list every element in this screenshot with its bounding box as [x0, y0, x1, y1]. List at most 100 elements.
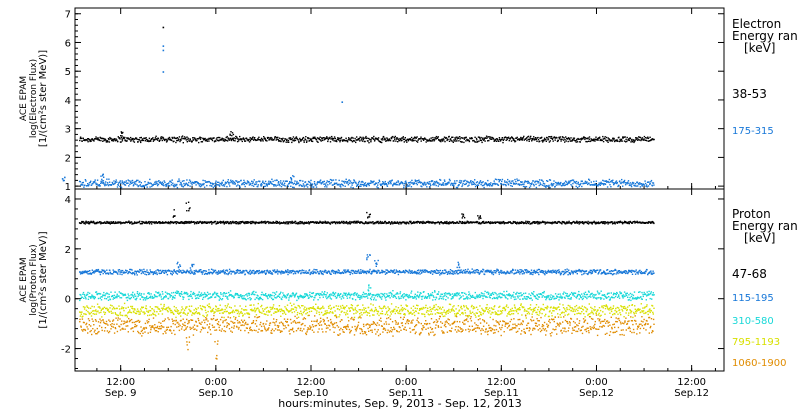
data-point	[604, 221, 606, 223]
data-point	[368, 184, 370, 187]
data-point	[639, 182, 641, 184]
data-point	[537, 182, 539, 184]
data-point	[134, 221, 136, 223]
data-point	[497, 184, 500, 186]
data-point	[95, 221, 97, 224]
data-point	[423, 183, 425, 185]
data-point	[359, 271, 361, 273]
data-point	[634, 183, 637, 185]
data-point	[276, 270, 278, 273]
data-point	[140, 141, 142, 144]
data-point	[422, 139, 425, 141]
data-point	[265, 273, 267, 275]
data-point	[610, 270, 613, 272]
data-point	[601, 272, 603, 275]
data-point	[437, 272, 439, 274]
data-point	[386, 137, 388, 139]
data-point	[533, 183, 535, 186]
data-point	[580, 138, 582, 140]
data-point	[396, 270, 398, 272]
data-point	[250, 271, 253, 273]
data-point	[610, 186, 612, 188]
data-point	[303, 141, 305, 143]
data-point	[343, 139, 346, 142]
data-point	[320, 183, 323, 185]
outlier-point	[162, 26, 165, 29]
data-point	[420, 136, 422, 138]
data-point	[637, 139, 639, 141]
data-point	[526, 139, 528, 142]
data-point	[247, 272, 250, 274]
data-point	[472, 183, 474, 185]
data-point	[342, 140, 344, 142]
data-point	[304, 221, 306, 224]
data-point	[90, 140, 92, 142]
data-point	[237, 138, 239, 140]
data-point	[281, 138, 283, 140]
data-point	[265, 139, 267, 141]
data-point	[95, 269, 97, 271]
data-point	[471, 180, 474, 183]
data-point	[619, 272, 621, 274]
data-point	[446, 271, 448, 273]
data-point	[217, 222, 219, 224]
data-point	[343, 222, 345, 225]
data-point	[564, 141, 566, 143]
data-point	[149, 269, 151, 271]
data-point	[516, 137, 518, 139]
data-point	[486, 184, 488, 187]
data-point	[286, 180, 288, 182]
data-point	[305, 221, 308, 223]
data-point	[124, 181, 126, 183]
data-point	[196, 297, 198, 299]
data-point	[362, 222, 364, 225]
data-point	[408, 182, 410, 184]
data-point	[604, 273, 606, 275]
data-point	[201, 222, 203, 225]
data-point	[267, 182, 270, 184]
data-point	[146, 186, 148, 188]
data-point	[204, 296, 206, 298]
data-point	[147, 271, 149, 273]
data-point	[594, 184, 596, 186]
data-point	[244, 140, 247, 142]
data-point	[432, 136, 434, 139]
data-point	[447, 222, 450, 224]
data-point	[319, 220, 321, 223]
data-point	[275, 185, 277, 187]
data-point	[485, 221, 487, 223]
data-point	[497, 221, 499, 224]
data-point	[187, 184, 190, 186]
data-point	[197, 294, 199, 297]
data-point	[339, 139, 342, 141]
data-point	[302, 183, 305, 185]
data-point	[174, 137, 176, 139]
data-point	[263, 222, 265, 224]
data-point	[220, 182, 222, 185]
data-point	[301, 222, 303, 224]
data-point	[424, 269, 426, 271]
data-point	[144, 297, 146, 299]
data-point	[369, 139, 371, 141]
data-point	[399, 182, 402, 185]
data-point	[282, 272, 284, 274]
data-point	[310, 271, 313, 274]
spike-point	[174, 215, 176, 217]
data-point	[536, 269, 538, 271]
data-point	[79, 137, 82, 140]
data-point	[316, 137, 319, 139]
data-point	[315, 186, 318, 188]
data-point	[137, 185, 139, 188]
spike-point	[176, 263, 178, 265]
data-point	[601, 182, 604, 185]
data-point	[342, 272, 345, 274]
data-point	[209, 184, 211, 187]
data-point	[370, 273, 373, 275]
data-point	[236, 271, 238, 274]
data-point	[299, 137, 301, 140]
data-point	[463, 221, 465, 224]
data-point	[512, 222, 514, 224]
data-point	[628, 270, 630, 273]
data-point	[235, 180, 237, 182]
data-point	[419, 181, 421, 183]
